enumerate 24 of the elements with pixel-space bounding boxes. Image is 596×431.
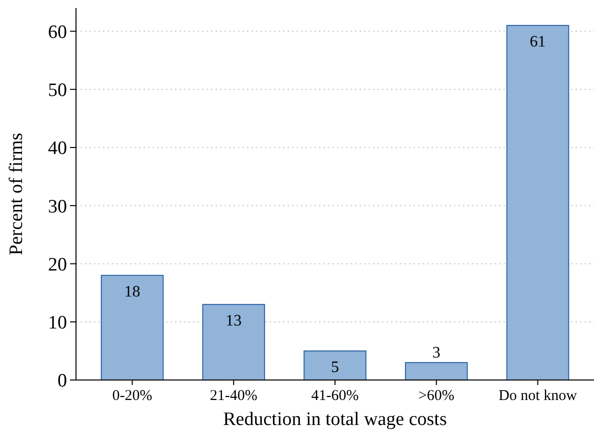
- bar: [404, 362, 468, 380]
- bar: [100, 274, 164, 380]
- y-tick-label: 10: [48, 312, 67, 334]
- x-tick-label: >60%: [418, 388, 454, 404]
- x-tick-label: 0-20%: [112, 388, 152, 404]
- data-label: 5: [331, 358, 339, 376]
- bar: [304, 350, 366, 380]
- x-axis-title: Reduction in total wage costs: [223, 409, 447, 430]
- data-label: 3: [432, 344, 440, 362]
- x-tick-label: Do not know: [498, 388, 578, 404]
- bar: [202, 304, 266, 380]
- y-tick-label: 60: [48, 22, 67, 43]
- x-tick-label: 41-60%: [311, 388, 359, 404]
- y-tick-label: 40: [48, 138, 67, 160]
- y-axis-title: Percent of firms: [6, 132, 27, 256]
- data-label: 13: [226, 312, 242, 330]
- data-label: 61: [530, 33, 546, 50]
- bar: [506, 24, 570, 380]
- data-label: 18: [124, 283, 140, 300]
- x-tick-label: 21-40%: [210, 388, 258, 404]
- y-tick-label: 30: [48, 196, 67, 218]
- y-tick-label: 0: [58, 370, 67, 392]
- y-tick-label: 20: [48, 254, 67, 276]
- y-tick-label: 50: [48, 80, 67, 102]
